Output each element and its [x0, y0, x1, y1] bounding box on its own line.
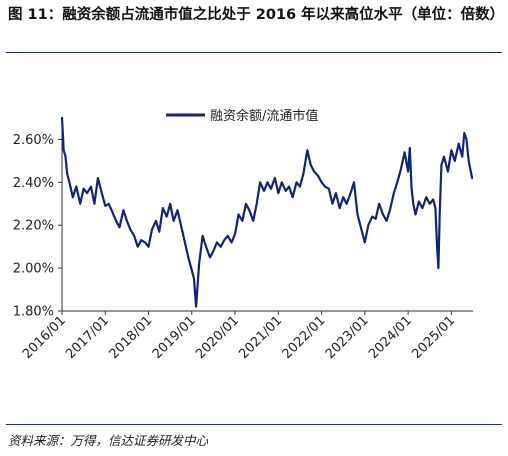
x-tick-label: 2016/01	[20, 313, 69, 362]
y-tick-label: 2.20%	[13, 219, 54, 234]
x-tick-label: 2023/01	[323, 313, 372, 362]
y-tick-label: 2.00%	[13, 262, 54, 277]
line-chart: 融资余额/流通市值 1.80% 2.00% 2.20% 2.40% 2.60% 2016/…	[13, 108, 474, 362]
x-tick-label: 2020/01	[193, 313, 242, 362]
x-tick-label: 2024/01	[366, 313, 415, 362]
series-line	[60, 116, 474, 308]
chart-legend: 融资余额/流通市值	[166, 108, 318, 124]
top-divider	[6, 52, 502, 53]
x-tick-label: 2017/01	[63, 313, 112, 362]
source-note: 资料来源：万得，信达证券研发中心	[8, 433, 209, 448]
x-tick-label: 2019/01	[150, 313, 199, 362]
figure-title: 图 11：融资余额占流通市值之比处于 2016 年以来高位水平（单位：倍数）	[8, 7, 505, 23]
x-tick-label: 2022/01	[280, 313, 329, 362]
x-tick-label: 2025/01	[409, 313, 458, 362]
legend-label: 融资余额/流通市值	[210, 108, 318, 124]
y-tick-label: 2.60%	[13, 133, 54, 148]
bottom-divider	[6, 424, 502, 425]
x-tick-label: 2018/01	[107, 313, 156, 362]
y-tick-label: 2.40%	[13, 176, 54, 191]
y-tick-label: 1.80%	[13, 305, 54, 320]
x-tick-label: 2021/01	[236, 313, 285, 362]
